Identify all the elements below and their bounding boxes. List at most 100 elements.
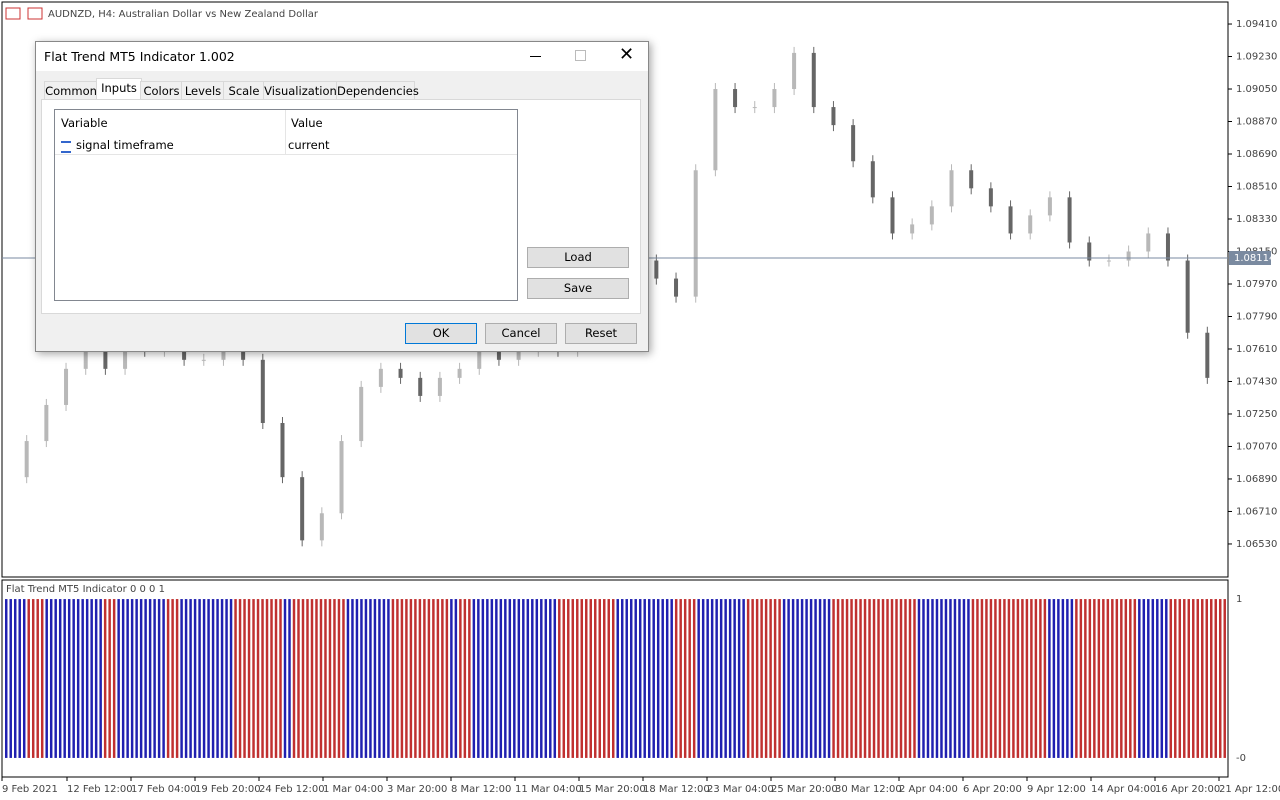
signal-bar: [202, 599, 206, 758]
signal-bar: [1124, 599, 1128, 758]
signal-bar: [396, 599, 399, 758]
signal-bar: [355, 599, 359, 758]
minimize[interactable]: [530, 56, 541, 57]
signal-bar: [701, 599, 705, 758]
candle: [811, 52, 816, 108]
signal-bar: [818, 599, 822, 758]
signal-bar: [76, 599, 80, 758]
x-tick-label: 2 Apr 04:00: [899, 784, 958, 795]
signal-bar: [400, 599, 404, 758]
save-button[interactable]: Save: [527, 278, 629, 299]
signal-bar: [1084, 599, 1087, 758]
tab[interactable]: Colors: [140, 81, 183, 100]
signal-bar: [472, 599, 476, 758]
price-tag: [1229, 250, 1271, 265]
signal-bar: [391, 599, 395, 758]
signal-bar: [22, 599, 26, 758]
candle: [300, 477, 305, 541]
signal-bar: [315, 599, 318, 758]
signal-bar: [441, 599, 444, 758]
candle: [44, 404, 49, 442]
signal-bar: [665, 599, 669, 758]
signal-bar: [45, 599, 48, 758]
signal-bar: [1192, 599, 1195, 758]
y-tick-label: 1.07430: [1236, 376, 1277, 387]
signal-bar: [549, 599, 552, 758]
signal-bar: [139, 599, 143, 758]
reset-button[interactable]: Reset: [565, 323, 637, 344]
signal-bar: [571, 599, 575, 758]
signal-bar: [998, 599, 1002, 758]
dialog-title: Flat Trend MT5 Indicator 1.002: [44, 49, 235, 64]
signal-bar: [211, 599, 215, 758]
signal-bar: [742, 599, 745, 758]
signal-bar: [1210, 599, 1213, 758]
candle: [201, 359, 206, 361]
candle: [1205, 332, 1210, 378]
candle: [1047, 197, 1052, 216]
signal-bar: [850, 599, 853, 758]
ok-button[interactable]: OK: [405, 323, 477, 344]
signal-bar: [324, 599, 327, 758]
signal-bar: [283, 599, 287, 758]
signal-bar: [238, 599, 242, 758]
signal-bar: [306, 599, 309, 758]
signal-bar: [670, 599, 673, 758]
signal-bar: [926, 599, 930, 758]
maximize[interactable]: [575, 50, 586, 61]
signal-bar: [1007, 599, 1011, 758]
cancel-button[interactable]: Cancel: [485, 323, 557, 344]
signal-bar: [130, 599, 134, 758]
sub-tick-label: 1: [1236, 594, 1242, 605]
candle: [339, 441, 344, 514]
signal-bar: [989, 599, 993, 758]
signal-bar: [373, 599, 377, 758]
variable-cell[interactable]: signal timeframe: [76, 138, 174, 152]
signal-bar: [5, 599, 8, 758]
tab[interactable]: Scale: [223, 81, 265, 100]
chart-icon[interactable]: [27, 7, 43, 20]
load-button[interactable]: Load: [527, 247, 629, 268]
signal-bar: [1057, 599, 1060, 758]
signal-bar: [868, 599, 871, 758]
signal-bar: [432, 599, 435, 758]
signal-bar: [1138, 599, 1141, 758]
signal-bar: [459, 599, 462, 758]
tab[interactable]: Common: [44, 81, 98, 100]
signal-bar: [180, 599, 183, 758]
signal-bar: [288, 599, 291, 758]
signal-bar: [220, 599, 224, 758]
x-tick-label: 8 Mar 12:00: [451, 784, 511, 795]
signal-bar: [427, 599, 431, 758]
signal-bar: [387, 599, 390, 758]
signal-bar: [1052, 599, 1056, 758]
signal-bar: [1043, 599, 1047, 758]
signal-bar: [108, 599, 111, 758]
y-tick-label: 1.08870: [1236, 117, 1277, 128]
signal-bar: [953, 599, 957, 758]
signal-bar: [647, 599, 651, 758]
signal-bar: [360, 599, 363, 758]
signal-bar: [715, 599, 718, 758]
signal-bar: [1120, 599, 1123, 758]
signal-bar: [1088, 599, 1092, 758]
signal-bar: [1174, 599, 1177, 758]
signal-bar: [1030, 599, 1033, 758]
tab[interactable]: Levels: [181, 81, 225, 100]
close[interactable]: ✕: [619, 44, 635, 65]
signal-bar: [553, 599, 557, 758]
signal-bar: [1156, 599, 1159, 758]
x-tick-label: 30 Mar 12:00: [835, 784, 902, 795]
value-cell[interactable]: current: [288, 138, 330, 152]
y-tick-label: 1.08510: [1236, 182, 1277, 193]
candle: [988, 188, 993, 207]
signal-bar: [746, 599, 750, 758]
signal-bar: [881, 599, 885, 758]
tab[interactable]: Inputs: [96, 78, 142, 101]
y-tick-label: 1.06890: [1236, 474, 1277, 485]
tab[interactable]: Visualization: [263, 81, 338, 100]
tab[interactable]: Dependencies: [336, 81, 419, 100]
signal-bar: [585, 599, 588, 758]
menu-icon[interactable]: [5, 7, 21, 20]
